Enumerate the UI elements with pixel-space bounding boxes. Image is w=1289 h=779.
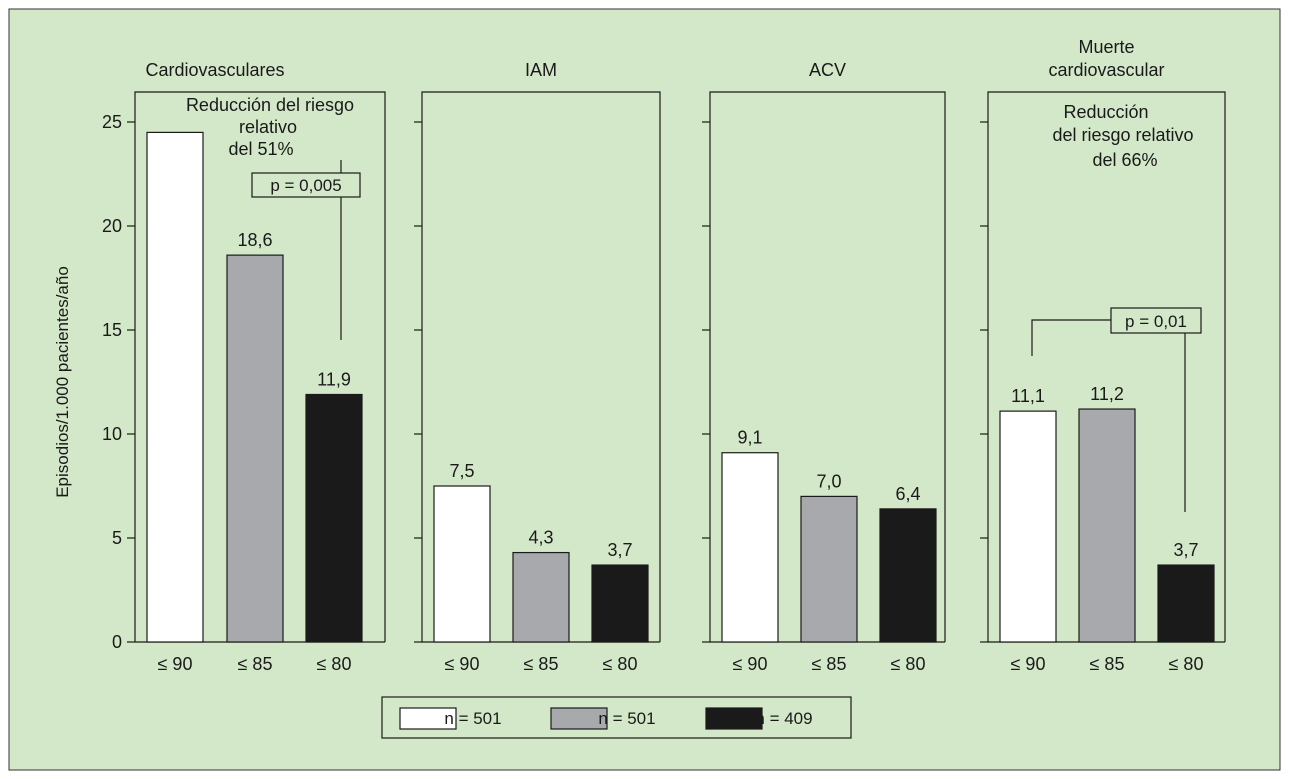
p-value-label: p = 0,01 <box>1125 312 1187 331</box>
legend-swatch <box>705 707 763 730</box>
annotation-text: Reducción del riesgo <box>186 95 354 115</box>
legend-swatch <box>550 707 608 730</box>
chart-background <box>8 8 1281 771</box>
x-tick-label: ≤ 90 <box>733 654 768 674</box>
bar <box>591 564 649 643</box>
x-tick-label: ≤ 85 <box>1090 654 1125 674</box>
bar <box>146 131 204 643</box>
bar-value-label: 6,4 <box>895 484 920 504</box>
panel-frame <box>134 91 386 642</box>
x-tick-label: ≤ 85 <box>524 654 559 674</box>
p-value-bracket <box>1031 319 1111 356</box>
bar <box>800 495 858 643</box>
bar <box>512 551 570 643</box>
y-tick-label: 25 <box>102 112 122 132</box>
bar-value-label: 7,5 <box>449 461 474 481</box>
y-tick-label: 10 <box>102 424 122 444</box>
y-axis-label: Episodios/1.000 pacientes/año <box>53 266 72 498</box>
x-tick-label: ≤ 90 <box>1011 654 1046 674</box>
legend-label: n = 501 <box>598 709 655 728</box>
x-tick-label: ≤ 80 <box>317 654 352 674</box>
x-tick-label: ≤ 85 <box>238 654 273 674</box>
panel-title: IAM <box>525 60 557 80</box>
bar <box>226 254 284 643</box>
legend-label: n = 501 <box>444 709 501 728</box>
x-tick-label: ≤ 85 <box>812 654 847 674</box>
p-value-box <box>1110 307 1202 334</box>
bar-value-label: 4,3 <box>528 528 553 548</box>
bar <box>879 508 937 643</box>
y-tick-label: 0 <box>112 632 122 652</box>
annotation-text: del 51% <box>228 139 293 159</box>
p-value-box <box>251 172 361 198</box>
panel-frame <box>709 91 946 642</box>
bar-value-label: 7,0 <box>816 471 841 491</box>
x-tick-label: ≤ 90 <box>158 654 193 674</box>
panel-frame <box>987 91 1226 642</box>
bar-value-label: 3,7 <box>607 540 632 560</box>
bar-value-label: 18,6 <box>237 230 272 250</box>
bar-value-label: 9,1 <box>737 428 762 448</box>
panel-title: cardiovascular <box>1048 60 1164 80</box>
y-tick-label: 5 <box>112 528 122 548</box>
bar-value-label: 11,2 <box>1090 384 1124 404</box>
panel-title: ACV <box>809 60 846 80</box>
y-tick-label: 20 <box>102 216 122 236</box>
y-tick-label: 15 <box>102 320 122 340</box>
x-tick-label: ≤ 80 <box>603 654 638 674</box>
x-tick-label: ≤ 90 <box>445 654 480 674</box>
bar <box>305 393 363 643</box>
bar-value-label: 3,7 <box>1173 540 1198 560</box>
annotation-text: del riesgo relativo <box>1052 125 1193 145</box>
bar <box>1078 408 1136 643</box>
legend-swatch <box>399 707 457 730</box>
annotation-text: del 66% <box>1092 150 1157 170</box>
bar-value-label: 11,1 <box>1011 386 1045 406</box>
panel-frame <box>421 91 661 642</box>
bar <box>721 452 779 643</box>
bar <box>433 485 491 643</box>
legend-box <box>381 696 852 739</box>
panel-title: Muerte <box>1078 37 1134 57</box>
legend-label: n = 409 <box>755 709 812 728</box>
bar <box>999 410 1057 643</box>
x-tick-label: ≤ 80 <box>1169 654 1204 674</box>
p-value-label: p = 0,005 <box>270 176 341 195</box>
bar-value-label: 11,9 <box>317 369 351 389</box>
annotation-text: relativo <box>239 117 297 137</box>
panel-title: Cardiovasculares <box>145 60 284 80</box>
bar <box>1157 564 1215 643</box>
x-tick-label: ≤ 80 <box>891 654 926 674</box>
annotation-text: Reducción <box>1063 102 1148 122</box>
